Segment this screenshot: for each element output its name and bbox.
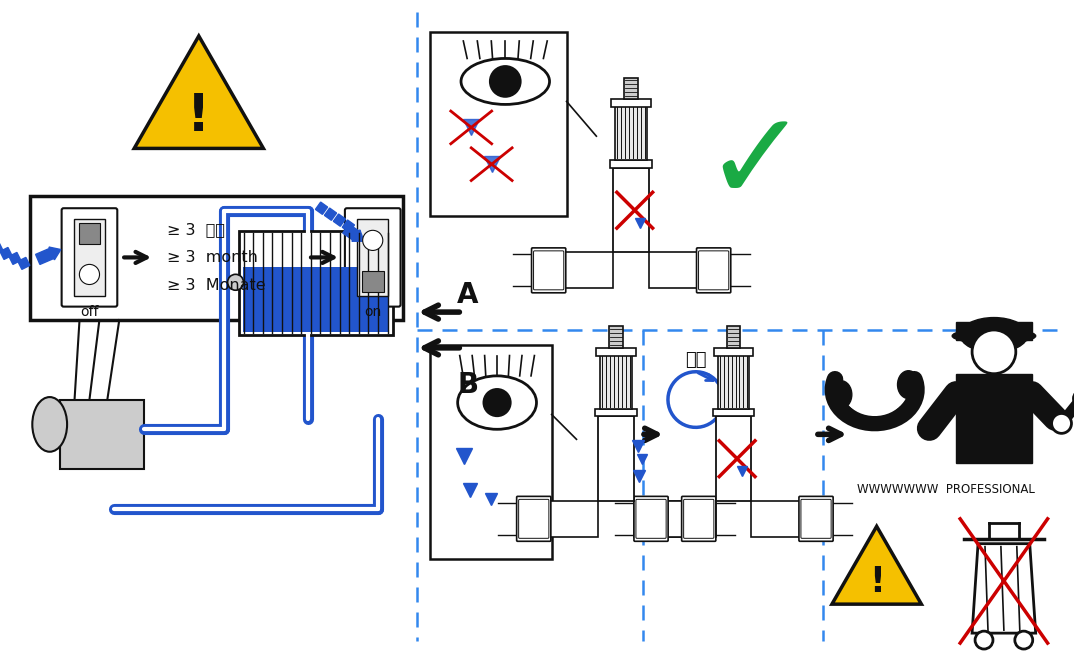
FancyBboxPatch shape bbox=[683, 500, 713, 538]
Text: A: A bbox=[457, 281, 479, 309]
FancyBboxPatch shape bbox=[633, 496, 668, 541]
FancyBboxPatch shape bbox=[519, 500, 549, 538]
FancyArrow shape bbox=[9, 253, 21, 264]
FancyArrow shape bbox=[343, 224, 364, 241]
Circle shape bbox=[482, 388, 511, 417]
Bar bbox=[599, 417, 635, 501]
Bar bbox=[611, 160, 652, 168]
Circle shape bbox=[1052, 413, 1071, 434]
FancyBboxPatch shape bbox=[682, 496, 716, 541]
Ellipse shape bbox=[952, 328, 1036, 343]
Circle shape bbox=[362, 231, 383, 251]
FancyArrow shape bbox=[36, 247, 61, 264]
Text: ✓: ✓ bbox=[703, 106, 808, 227]
Bar bbox=[600, 354, 632, 409]
Bar bbox=[239, 231, 392, 335]
FancyBboxPatch shape bbox=[345, 208, 401, 307]
Polygon shape bbox=[134, 36, 264, 148]
Text: ≥ 3  Monate: ≥ 3 Monate bbox=[166, 278, 266, 293]
Text: 拧紧: 拧紧 bbox=[685, 351, 707, 369]
FancyArrow shape bbox=[316, 202, 328, 214]
Text: WWWWWWW  PROFESSIONAL: WWWWWWW PROFESSIONAL bbox=[857, 483, 1035, 496]
Circle shape bbox=[972, 330, 1016, 374]
Bar bbox=[362, 270, 384, 293]
FancyBboxPatch shape bbox=[799, 496, 833, 541]
Bar bbox=[615, 105, 648, 160]
Text: B: B bbox=[457, 371, 478, 398]
FancyArrow shape bbox=[0, 247, 12, 259]
Ellipse shape bbox=[461, 59, 549, 104]
Text: ≥ 3  month: ≥ 3 month bbox=[166, 250, 258, 265]
Polygon shape bbox=[832, 526, 921, 604]
FancyArrow shape bbox=[324, 208, 336, 220]
Bar bbox=[59, 400, 144, 469]
Bar bbox=[30, 196, 402, 320]
FancyBboxPatch shape bbox=[801, 500, 831, 538]
Text: on: on bbox=[364, 305, 382, 319]
FancyArrow shape bbox=[343, 220, 355, 232]
FancyBboxPatch shape bbox=[62, 208, 117, 307]
Bar bbox=[430, 32, 566, 215]
Text: off: off bbox=[80, 305, 98, 319]
Bar bbox=[597, 348, 636, 356]
Circle shape bbox=[228, 274, 243, 290]
FancyArrow shape bbox=[333, 214, 346, 227]
Circle shape bbox=[975, 631, 993, 649]
Bar bbox=[242, 267, 389, 332]
Text: ≥ 3  个月: ≥ 3 个月 bbox=[166, 222, 225, 237]
Ellipse shape bbox=[830, 381, 852, 409]
Circle shape bbox=[489, 65, 522, 98]
Ellipse shape bbox=[960, 317, 1028, 353]
FancyArrow shape bbox=[0, 242, 3, 255]
FancyBboxPatch shape bbox=[534, 251, 564, 290]
Ellipse shape bbox=[457, 376, 536, 429]
Bar bbox=[957, 322, 1031, 340]
FancyArrow shape bbox=[18, 257, 30, 270]
Bar bbox=[549, 253, 613, 288]
Polygon shape bbox=[972, 544, 1036, 633]
Bar bbox=[713, 348, 753, 356]
Bar bbox=[957, 374, 1031, 463]
Bar bbox=[635, 501, 698, 537]
Text: !: ! bbox=[187, 92, 211, 142]
Bar bbox=[712, 409, 755, 417]
Bar bbox=[430, 345, 551, 558]
Bar bbox=[649, 253, 713, 288]
Circle shape bbox=[79, 264, 99, 285]
Bar bbox=[596, 409, 637, 417]
Bar bbox=[751, 501, 816, 537]
Circle shape bbox=[1015, 631, 1032, 649]
Circle shape bbox=[1073, 390, 1081, 407]
Ellipse shape bbox=[32, 397, 67, 452]
Text: !: ! bbox=[869, 565, 884, 599]
Bar bbox=[534, 501, 599, 537]
Bar bbox=[610, 326, 624, 348]
Bar bbox=[357, 219, 388, 296]
Bar bbox=[651, 501, 716, 537]
FancyBboxPatch shape bbox=[517, 496, 551, 541]
FancyBboxPatch shape bbox=[636, 500, 666, 538]
FancyBboxPatch shape bbox=[532, 248, 565, 293]
Bar bbox=[79, 223, 101, 244]
Bar bbox=[716, 417, 751, 501]
Bar bbox=[74, 219, 105, 296]
Bar bbox=[718, 354, 749, 409]
Bar bbox=[613, 168, 649, 253]
FancyBboxPatch shape bbox=[698, 251, 729, 290]
Ellipse shape bbox=[897, 371, 920, 398]
FancyBboxPatch shape bbox=[696, 248, 731, 293]
Bar bbox=[624, 78, 638, 99]
Bar bbox=[611, 99, 651, 107]
Bar bbox=[726, 326, 740, 348]
